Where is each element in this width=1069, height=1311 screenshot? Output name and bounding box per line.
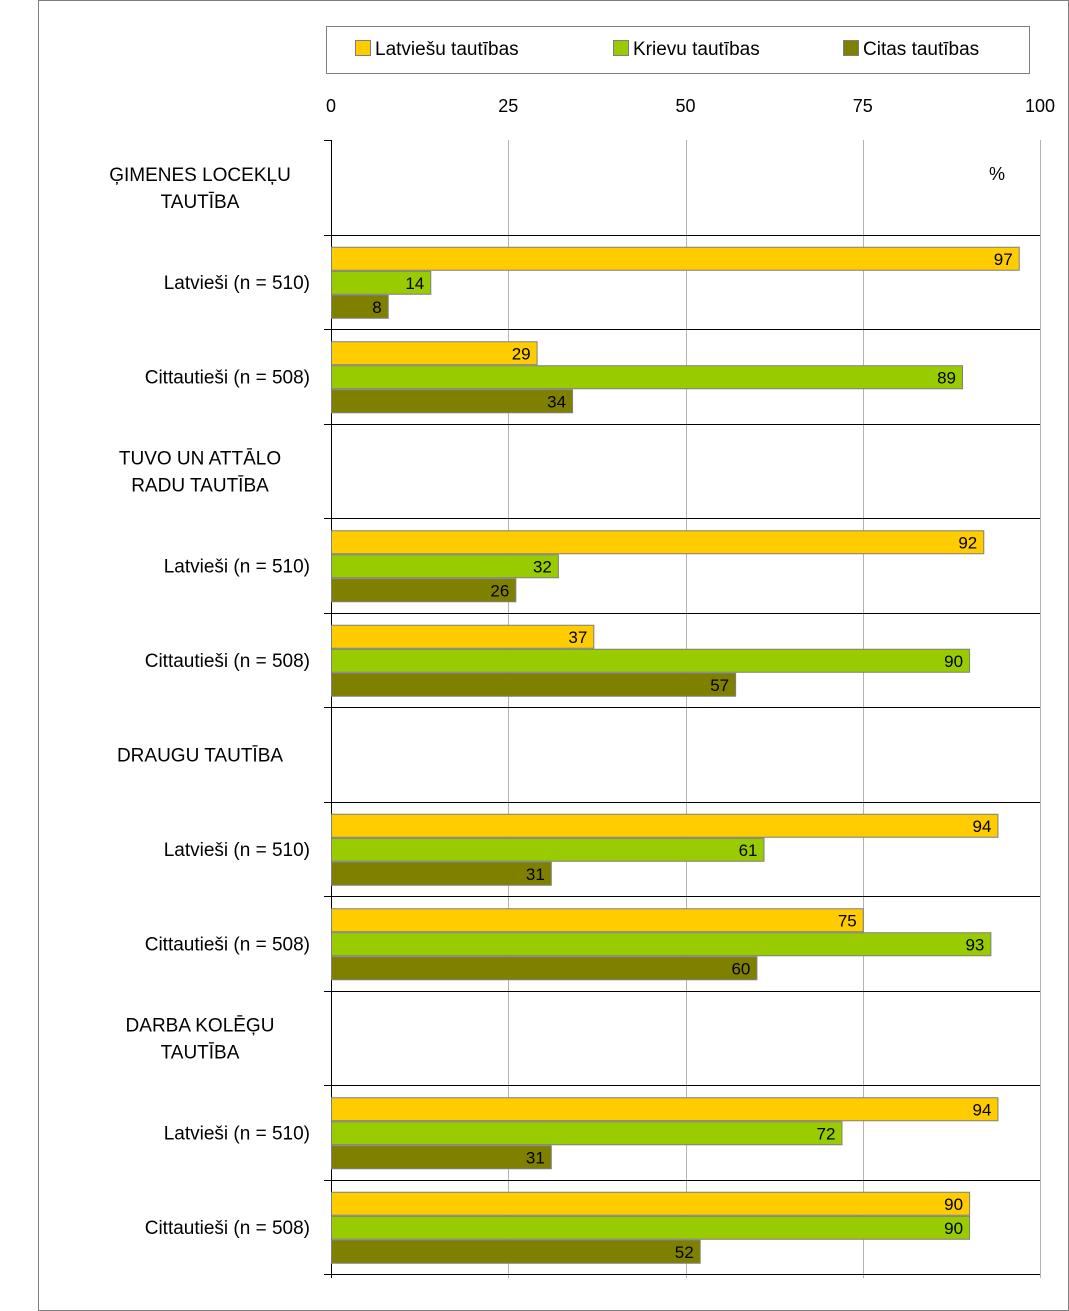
bar-latvie-u-taut-bas [331, 1191, 971, 1216]
bar-latvie-u-taut-bas [331, 1097, 999, 1122]
category-label: Cittautieši (n = 508) [145, 934, 310, 955]
bar-citas-taut-bas [331, 861, 552, 886]
data-label: 32 [533, 557, 552, 576]
legend: Latviešu tautības Krievu tautības Citas ta… [326, 26, 1030, 74]
data-label: 89 [937, 368, 956, 387]
data-label: 61 [739, 841, 758, 860]
legend-label: Krievu tautības [633, 39, 760, 60]
section-header-label: ĢIMENES LOCEKĻU TAUTĪBA [109, 165, 291, 213]
x-tick-label-100: 100 [1025, 96, 1055, 116]
label-layer: 0 25 50 75 100 ĢIMENES LOCEKĻU TAUTĪBA Latvieši… [109, 96, 1055, 1262]
section-header-line: DARBA KOLĒĢU [126, 1015, 275, 1036]
bar-latvie-u-taut-bas [331, 813, 999, 838]
section-header-line: TUVO UN ATTĀLO [119, 448, 281, 469]
bar-citas-taut-bas [331, 956, 758, 981]
category-label: Latvieši (n = 510) [164, 556, 310, 577]
legend-label: Latviešu tautības [375, 39, 519, 60]
section-header-line: ĢIMENES LOCEKĻU [109, 165, 291, 186]
category-label: Latvieši (n = 510) [164, 840, 310, 861]
section-header-label: DRAUGU TAUTĪBA [117, 745, 283, 766]
data-label: 14 [405, 274, 424, 293]
legend-box [326, 26, 1030, 74]
data-label: 60 [731, 959, 750, 978]
bar-krievu-taut-bas [331, 554, 559, 579]
data-label: 90 [944, 1195, 963, 1214]
section-header-label: TUVO UN ATTĀLO RADU TAUTĪBA [119, 448, 281, 496]
bar-krievu-taut-bas [331, 837, 765, 862]
data-label: 97 [994, 250, 1013, 269]
legend-swatch [843, 40, 859, 56]
data-label: 34 [547, 392, 566, 411]
bar-latvie-u-taut-bas [331, 246, 1020, 271]
bar-latvie-u-taut-bas [331, 341, 538, 366]
bar-latvie-u-taut-bas [331, 530, 985, 555]
data-label: 94 [973, 1100, 992, 1119]
section-header-line: DRAUGU TAUTĪBA [117, 745, 283, 766]
data-label: 29 [512, 344, 531, 363]
bar-citas-taut-bas [331, 1145, 552, 1170]
bar-latvie-u-taut-bas [331, 908, 864, 933]
bar-krievu-taut-bas [331, 932, 992, 957]
x-tick-label-75: 75 [853, 96, 873, 116]
data-label: 90 [944, 652, 963, 671]
category-label: Cittautieši (n = 508) [145, 651, 310, 672]
data-label: 31 [526, 1148, 545, 1167]
category-label: Cittautieši (n = 508) [145, 1218, 310, 1239]
legend-swatch [613, 40, 629, 56]
category-label: Cittautieši (n = 508) [145, 367, 310, 388]
bar-citas-taut-bas [331, 578, 517, 603]
data-label: 31 [526, 865, 545, 884]
category-label: Latvieši (n = 510) [164, 1123, 310, 1144]
legend-label: Citas tautības [863, 39, 979, 60]
data-label: 72 [817, 1124, 836, 1143]
bar-krievu-taut-bas [331, 365, 964, 390]
data-label: 90 [944, 1219, 963, 1238]
bar-latvie-u-taut-bas [331, 624, 595, 649]
bar-layer [331, 246, 1020, 1264]
data-label: 26 [490, 581, 509, 600]
legend-swatch [355, 40, 371, 56]
bar-krievu-taut-bas [331, 648, 971, 673]
category-label: Latvieši (n = 510) [164, 273, 310, 294]
data-label: 75 [838, 911, 857, 930]
section-header-label: DARBA KOLĒĢU TAUTĪBA [126, 1015, 275, 1063]
bar-krievu-taut-bas [331, 270, 432, 295]
bar-citas-taut-bas [331, 672, 737, 697]
grid-layer [324, 140, 1041, 1278]
bar-krievu-taut-bas [331, 1121, 843, 1146]
data-label: 8 [372, 298, 381, 317]
data-label: 52 [675, 1243, 694, 1262]
x-tick-label-0: 0 [326, 96, 336, 116]
bar-citas-taut-bas [331, 389, 574, 414]
data-label: 93 [965, 935, 984, 954]
data-label: 94 [973, 817, 992, 836]
bar-citas-taut-bas [331, 294, 389, 319]
data-label: 37 [568, 628, 587, 647]
bar-krievu-taut-bas [331, 1215, 971, 1240]
data-label: 92 [958, 533, 977, 552]
section-header-line: RADU TAUTĪBA [131, 475, 269, 496]
section-header-line: TAUTĪBA [161, 1042, 240, 1063]
x-tick-label-25: 25 [498, 96, 518, 116]
data-label: 57 [710, 676, 729, 695]
unit-label: % [989, 164, 1005, 184]
x-tick-label-50: 50 [675, 96, 695, 116]
bar-citas-taut-bas [331, 1239, 701, 1264]
section-header-line: TAUTĪBA [161, 192, 240, 213]
